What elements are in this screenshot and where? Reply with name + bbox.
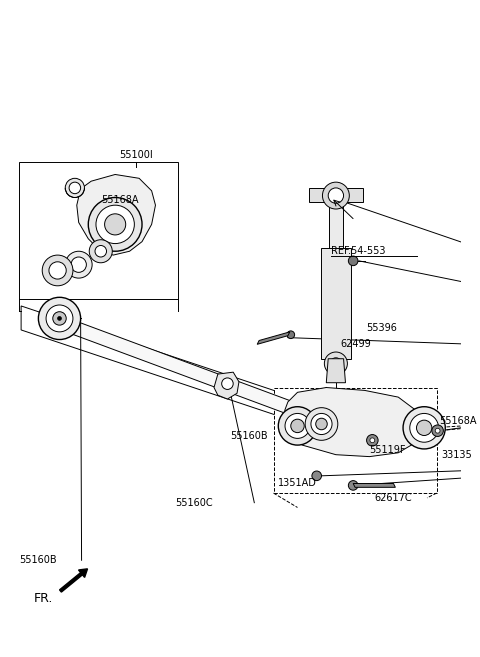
Text: 55160B: 55160B <box>230 430 268 440</box>
Polygon shape <box>283 388 420 457</box>
Circle shape <box>89 240 112 263</box>
Circle shape <box>417 420 432 436</box>
Text: 55168A: 55168A <box>440 416 477 426</box>
Polygon shape <box>321 248 351 359</box>
Circle shape <box>58 317 61 321</box>
Text: REF.54-553: REF.54-553 <box>331 246 385 256</box>
Circle shape <box>432 425 444 436</box>
Circle shape <box>69 182 81 194</box>
Polygon shape <box>21 306 360 443</box>
Circle shape <box>53 311 66 325</box>
Polygon shape <box>309 188 363 202</box>
Polygon shape <box>77 175 156 255</box>
Circle shape <box>285 413 310 438</box>
Text: 55168A: 55168A <box>101 195 138 206</box>
Circle shape <box>348 481 358 490</box>
Bar <box>19 162 178 299</box>
Polygon shape <box>326 359 346 383</box>
Bar <box>274 388 437 493</box>
Circle shape <box>312 471 322 481</box>
Circle shape <box>410 413 439 442</box>
Circle shape <box>222 378 233 390</box>
Circle shape <box>311 413 332 434</box>
Text: 55160C: 55160C <box>176 498 213 508</box>
Circle shape <box>278 407 317 445</box>
Circle shape <box>291 419 304 432</box>
Circle shape <box>49 261 66 279</box>
Polygon shape <box>48 311 350 438</box>
Circle shape <box>105 214 126 235</box>
Circle shape <box>305 408 338 440</box>
Circle shape <box>367 434 378 446</box>
Circle shape <box>316 419 327 430</box>
Circle shape <box>435 428 440 433</box>
Circle shape <box>328 188 344 203</box>
Text: 55100I: 55100I <box>120 150 153 160</box>
Text: 62617C: 62617C <box>374 493 412 503</box>
Circle shape <box>403 407 445 449</box>
Circle shape <box>38 298 81 340</box>
Circle shape <box>370 438 375 443</box>
Circle shape <box>348 256 358 265</box>
Circle shape <box>287 331 295 338</box>
FancyArrow shape <box>60 569 87 592</box>
Circle shape <box>88 198 142 251</box>
Text: 55160B: 55160B <box>19 555 57 565</box>
Text: 33135: 33135 <box>442 449 472 460</box>
Text: 62499: 62499 <box>341 339 372 350</box>
Circle shape <box>95 246 107 257</box>
Circle shape <box>71 257 86 273</box>
Circle shape <box>330 358 342 369</box>
Circle shape <box>65 251 92 278</box>
Circle shape <box>42 255 73 286</box>
Text: FR.: FR. <box>34 592 53 605</box>
Polygon shape <box>214 372 239 399</box>
Polygon shape <box>329 202 343 248</box>
Text: 55396: 55396 <box>367 323 397 333</box>
Circle shape <box>96 205 134 244</box>
Circle shape <box>323 182 349 209</box>
Circle shape <box>46 305 73 332</box>
Polygon shape <box>257 332 290 344</box>
Text: 1351AD: 1351AD <box>278 478 317 489</box>
Circle shape <box>324 352 348 375</box>
Polygon shape <box>353 484 396 487</box>
Text: 55119F: 55119F <box>370 445 406 455</box>
Circle shape <box>65 178 84 198</box>
